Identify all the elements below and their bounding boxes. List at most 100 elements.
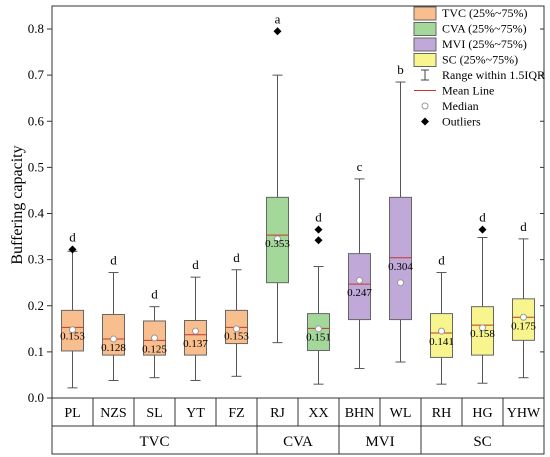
legend-label: TVC (25%~75%)	[442, 6, 527, 20]
mean-value-label: 0.158	[470, 328, 495, 340]
box-nzs: 0.128 d	[101, 253, 126, 381]
outlier-marker	[314, 236, 323, 245]
mean-value-label: 0.153	[224, 330, 249, 342]
legend-label: Median	[442, 99, 479, 113]
median-marker	[151, 334, 158, 342]
legend-item-mean: Mean Line	[414, 84, 494, 98]
significance-letter: d	[192, 257, 199, 272]
y-tick-label: 0.1	[28, 344, 44, 359]
legend-item-CVA: CVA (25%~75%)	[413, 22, 527, 36]
median-marker	[438, 327, 445, 335]
iqr-box	[102, 314, 125, 356]
legend-diamond-icon	[421, 117, 429, 126]
iqr-box	[348, 253, 371, 321]
legend-item-median: Median	[421, 99, 479, 113]
iqr-box	[389, 196, 412, 321]
mean-value-label: 0.175	[511, 320, 536, 332]
legend-swatch	[413, 37, 437, 52]
group-label: TVC	[140, 434, 170, 450]
legend-circle-icon	[421, 102, 429, 110]
category-label: RH	[432, 406, 451, 421]
median-marker	[110, 335, 117, 343]
y-tick-label: 0.0	[28, 390, 44, 405]
category-axis: PL NZS SL YT FZ RJ XX BHN WL RH HG YHW TVC CVA MVI SC	[64, 398, 541, 454]
y-axis-title: Buffering capacity	[9, 145, 26, 264]
legend: TVC (25%~75%) CVA (25%~75%)MVI (25%~75%) S…	[413, 6, 545, 129]
y-tick-label: 0.2	[28, 298, 44, 313]
category-label: XX	[308, 406, 328, 421]
y-tick-label: 0.6	[28, 113, 45, 128]
outlier-marker	[273, 27, 282, 36]
median-marker	[192, 327, 199, 335]
y-tick-label: 0.4	[28, 206, 45, 221]
box-bhn: 0.247 c	[347, 159, 372, 369]
median-marker	[520, 313, 527, 321]
mean-value-label: 0.247	[347, 287, 372, 299]
category-label: FZ	[228, 406, 244, 421]
legend-label: Mean Line	[442, 84, 494, 98]
category-label: BHN	[345, 406, 375, 421]
box-xx: 0.151 d	[306, 210, 331, 385]
median-marker	[315, 325, 322, 333]
iqr-box	[430, 313, 453, 358]
legend-item-SC: SC (25%~75%)	[413, 53, 518, 67]
significance-letter: d	[479, 210, 486, 225]
legend-item-MVI: MVI (25%~75%)	[413, 37, 527, 52]
significance-letter: d	[315, 210, 322, 225]
y-tick-label: 0.8	[28, 21, 44, 36]
significance-letter: d	[438, 253, 445, 268]
median-marker	[233, 325, 240, 333]
category-label: SL	[146, 406, 162, 421]
median-marker	[69, 326, 76, 334]
box-pl: 0.153 d	[60, 229, 85, 389]
iqr-box	[184, 320, 207, 356]
box-fz: 0.153 d	[224, 250, 249, 377]
median-marker	[356, 276, 363, 284]
category-label: PL	[64, 406, 80, 421]
category-label: NZS	[100, 406, 126, 421]
legend-swatch	[413, 22, 437, 36]
legend-swatch	[413, 6, 437, 21]
significance-letter: d	[233, 250, 240, 265]
mean-value-label: 0.304	[388, 261, 413, 273]
significance-letter: d	[110, 253, 117, 268]
median-marker	[274, 235, 281, 243]
y-tick-label: 0.5	[28, 159, 44, 174]
y-tick-label: 0.3	[28, 252, 44, 267]
median-marker	[397, 279, 404, 287]
legend-label: MVI (25%~75%)	[442, 37, 527, 51]
mean-value-label: 0.128	[101, 342, 126, 354]
y-axis-title-group: Buffering capacity	[9, 145, 26, 264]
mean-value-label: 0.141	[429, 336, 454, 348]
box-rh: 0.141 d	[429, 253, 454, 385]
category-label: YHW	[507, 406, 541, 421]
significance-letter: d	[151, 287, 158, 302]
legend-swatch	[413, 53, 437, 67]
box-sl: 0.125 d	[142, 287, 167, 379]
mean-value-label: 0.153	[60, 330, 85, 342]
box-yhw: 0.175 d	[511, 219, 536, 379]
significance-letter: d	[69, 229, 76, 244]
legend-item-outlier: Outliers	[421, 115, 481, 129]
outlier-marker	[478, 225, 487, 234]
box-yt: 0.137 d	[183, 257, 208, 381]
legend-item-range: Range within 1.5IQR	[421, 68, 545, 82]
outlier-marker	[68, 245, 77, 254]
box-series: 0.153 d 0.128 d 0.125 d 0.137 d 0.153 d 0.353 a 0.15…	[60, 11, 536, 389]
group-label: CVA	[283, 434, 313, 450]
category-label: WL	[390, 406, 412, 421]
y-tick-label: 0.7	[28, 67, 45, 82]
legend-label: SC (25%~75%)	[442, 53, 518, 67]
category-label: YT	[186, 406, 205, 421]
mean-value-label: 0.353	[265, 238, 290, 250]
significance-letter: b	[397, 62, 404, 77]
mean-value-label: 0.151	[306, 331, 331, 343]
legend-label: Outliers	[442, 115, 481, 129]
mean-value-label: 0.125	[142, 343, 167, 355]
median-marker	[479, 324, 486, 332]
significance-letter: c	[357, 159, 363, 174]
category-label: RJ	[270, 406, 285, 421]
plot-frame	[51, 5, 545, 455]
significance-letter: a	[275, 11, 281, 26]
